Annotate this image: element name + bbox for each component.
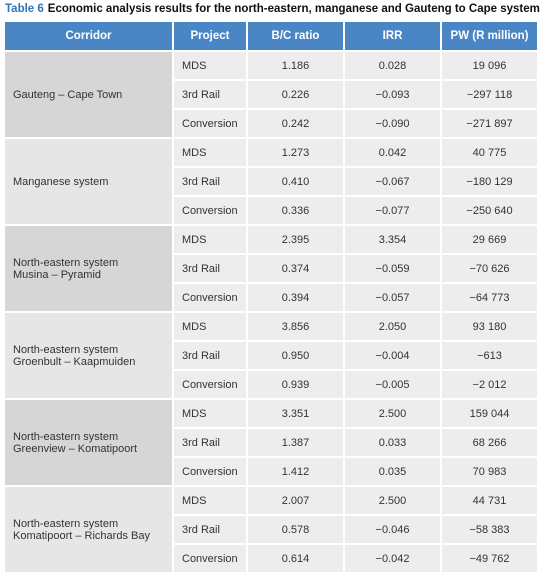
project-cell: Conversion bbox=[174, 458, 246, 485]
value-cell: −180 129 bbox=[442, 168, 537, 195]
value-cell: −0.046 bbox=[345, 516, 440, 543]
corridor-line: Manganese system bbox=[13, 175, 109, 188]
header-cell: PW (R million) bbox=[442, 22, 537, 50]
project-cell: 3rd Rail bbox=[174, 429, 246, 456]
value-cell: 0.614 bbox=[248, 545, 343, 572]
project-cell: MDS bbox=[174, 313, 246, 340]
caption: Table 6 Economic analysis results for the… bbox=[5, 3, 540, 15]
value-cell: 2.007 bbox=[248, 487, 343, 514]
value-cell: 0.950 bbox=[248, 342, 343, 369]
value-cell: 44 731 bbox=[442, 487, 537, 514]
value-cell: −271 897 bbox=[442, 110, 537, 137]
corridor-cell: North-eastern system Greenview – Komatipo… bbox=[5, 400, 172, 485]
value-cell: 3.351 bbox=[248, 400, 343, 427]
corridor-line: Gauteng – Cape Town bbox=[13, 88, 123, 101]
value-cell: −0.005 bbox=[345, 371, 440, 398]
value-cell: 3.856 bbox=[248, 313, 343, 340]
value-cell: 0.394 bbox=[248, 284, 343, 311]
value-cell: −0.057 bbox=[345, 284, 440, 311]
value-cell: 159 044 bbox=[442, 400, 537, 427]
project-cell: MDS bbox=[174, 400, 246, 427]
value-cell: 1.412 bbox=[248, 458, 343, 485]
value-cell: 0.033 bbox=[345, 429, 440, 456]
project-cell: MDS bbox=[174, 52, 246, 79]
header-cell: IRR bbox=[345, 22, 440, 50]
corridor-cell: North-eastern system Groenbult – Kaapmuid… bbox=[5, 313, 172, 398]
value-cell: 0.028 bbox=[345, 52, 440, 79]
project-cell: 3rd Rail bbox=[174, 255, 246, 282]
value-cell: 70 983 bbox=[442, 458, 537, 485]
value-cell: −49 762 bbox=[442, 545, 537, 572]
project-cell: 3rd Rail bbox=[174, 516, 246, 543]
corridor-line: North-eastern system bbox=[13, 256, 119, 269]
value-cell: 0.042 bbox=[345, 139, 440, 166]
value-cell: 2.500 bbox=[345, 487, 440, 514]
value-cell: −0.093 bbox=[345, 81, 440, 108]
value-cell: 2.500 bbox=[345, 400, 440, 427]
corridor-line: North-eastern system bbox=[13, 430, 119, 443]
value-cell: 0.374 bbox=[248, 255, 343, 282]
project-cell: Conversion bbox=[174, 110, 246, 137]
value-cell: −64 773 bbox=[442, 284, 537, 311]
value-cell: 0.336 bbox=[248, 197, 343, 224]
project-cell: Conversion bbox=[174, 371, 246, 398]
value-cell: 1.387 bbox=[248, 429, 343, 456]
value-cell: 29 669 bbox=[442, 226, 537, 253]
value-cell: −2 012 bbox=[442, 371, 537, 398]
header-cell: Project bbox=[174, 22, 246, 50]
value-cell: 1.186 bbox=[248, 52, 343, 79]
header-cell: Corridor bbox=[5, 22, 172, 50]
corridor-line: Groenbult – Kaapmuiden bbox=[13, 355, 136, 368]
value-cell: 0.242 bbox=[248, 110, 343, 137]
caption-title: Economic analysis results for the north-… bbox=[47, 3, 540, 15]
corridor-line: North-eastern system bbox=[13, 343, 119, 356]
project-cell: Conversion bbox=[174, 284, 246, 311]
value-cell: −297 118 bbox=[442, 81, 537, 108]
value-cell: 0.035 bbox=[345, 458, 440, 485]
value-cell: 0.226 bbox=[248, 81, 343, 108]
value-cell: 2.050 bbox=[345, 313, 440, 340]
project-cell: MDS bbox=[174, 487, 246, 514]
corridor-line: Greenview – Komatipoort bbox=[13, 442, 138, 455]
value-cell: −250 640 bbox=[442, 197, 537, 224]
value-cell: −70 626 bbox=[442, 255, 537, 282]
corridor-cell: North-eastern system Musina – Pyramid bbox=[5, 226, 172, 311]
value-cell: −0.042 bbox=[345, 545, 440, 572]
value-cell: −0.077 bbox=[345, 197, 440, 224]
corridor-line: Komatipoort – Richards Bay bbox=[13, 529, 150, 542]
value-cell: −0.067 bbox=[345, 168, 440, 195]
value-cell: 0.578 bbox=[248, 516, 343, 543]
value-cell: 0.939 bbox=[248, 371, 343, 398]
value-cell: 3.354 bbox=[345, 226, 440, 253]
project-cell: 3rd Rail bbox=[174, 81, 246, 108]
corridor-cell: Gauteng – Cape Town bbox=[5, 52, 172, 137]
value-cell: 93 180 bbox=[442, 313, 537, 340]
corridor-line: North-eastern system bbox=[13, 517, 119, 530]
header-cell: B/C ratio bbox=[248, 22, 343, 50]
project-cell: MDS bbox=[174, 139, 246, 166]
corridor-cell: North-eastern system Komatipoort – Richar… bbox=[5, 487, 172, 572]
project-cell: Conversion bbox=[174, 197, 246, 224]
value-cell: −58 383 bbox=[442, 516, 537, 543]
value-cell: 40 775 bbox=[442, 139, 537, 166]
value-cell: 19 096 bbox=[442, 52, 537, 79]
value-cell: −613 bbox=[442, 342, 537, 369]
value-cell: 0.410 bbox=[248, 168, 343, 195]
value-cell: 68 266 bbox=[442, 429, 537, 456]
value-cell: −0.004 bbox=[345, 342, 440, 369]
value-cell: −0.059 bbox=[345, 255, 440, 282]
value-cell: 2.395 bbox=[248, 226, 343, 253]
project-cell: Conversion bbox=[174, 545, 246, 572]
project-cell: MDS bbox=[174, 226, 246, 253]
corridor-line: Musina – Pyramid bbox=[13, 268, 102, 281]
value-cell: 1.273 bbox=[248, 139, 343, 166]
value-cell: −0.090 bbox=[345, 110, 440, 137]
project-cell: 3rd Rail bbox=[174, 168, 246, 195]
project-cell: 3rd Rail bbox=[174, 342, 246, 369]
caption-label: Table 6 bbox=[5, 3, 44, 15]
corridor-cell: Manganese system bbox=[5, 139, 172, 224]
